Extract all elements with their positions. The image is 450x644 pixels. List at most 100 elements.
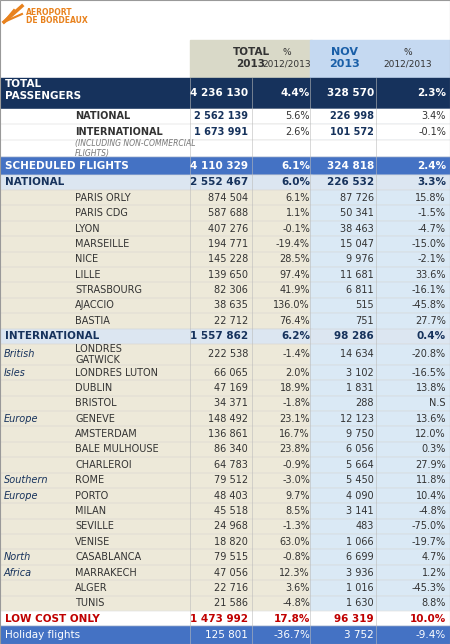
Text: 12 123: 12 123 [340,413,374,424]
Text: -0.8%: -0.8% [282,552,310,562]
Text: %
2012/2013: % 2012/2013 [263,48,311,68]
Text: NOV
2013: NOV 2013 [328,47,360,69]
Text: 48 403: 48 403 [214,491,248,500]
Text: 148 492: 148 492 [208,413,248,424]
Text: BRISTOL: BRISTOL [75,398,117,408]
Text: 86 340: 86 340 [214,444,248,455]
Text: -4.8%: -4.8% [282,598,310,609]
Text: 1.1%: 1.1% [286,208,310,218]
Text: PARIS ORLY: PARIS ORLY [75,193,130,203]
Text: -4.8%: -4.8% [418,506,446,516]
Text: 28.5%: 28.5% [279,254,310,264]
Text: 12.3%: 12.3% [279,567,310,578]
Text: 3.3%: 3.3% [417,177,446,187]
Bar [190,124,312,140]
Text: 288: 288 [356,398,374,408]
Text: MARSEILLE: MARSEILLE [75,239,129,249]
Text: -19.4%: -19.4% [276,239,310,249]
Bar [0,611,450,627]
Text: 0.3%: 0.3% [422,444,446,455]
Bar [0,0,450,40]
Text: 194 771: 194 771 [208,239,248,249]
Text: 9 976: 9 976 [346,254,374,264]
Bar [310,411,450,426]
Text: 226 532: 226 532 [327,177,374,187]
Text: Southern: Southern [4,475,49,485]
Bar [310,140,450,157]
Text: -75.0%: -75.0% [412,522,446,531]
Text: AEROPORT: AEROPORT [26,8,72,17]
Bar [0,395,450,411]
Text: 11 681: 11 681 [340,270,374,279]
Text: 66 065: 66 065 [214,368,248,377]
Text: 6.1%: 6.1% [286,193,310,203]
Bar [310,328,450,344]
Text: Europe: Europe [4,413,39,424]
Text: 34 371: 34 371 [214,398,248,408]
Text: DUBLIN: DUBLIN [75,383,112,393]
Text: 15 047: 15 047 [340,239,374,249]
Text: NATIONAL: NATIONAL [5,177,64,187]
Bar [310,221,450,236]
Bar [0,488,450,504]
Bar [0,298,450,313]
Bar [310,365,450,380]
Bar [0,328,450,344]
Text: 2.0%: 2.0% [285,368,310,377]
Text: 18.9%: 18.9% [279,383,310,393]
Text: 145 228: 145 228 [208,254,248,264]
Bar [310,236,450,252]
Text: 23.8%: 23.8% [279,444,310,455]
Text: 45 518: 45 518 [214,506,248,516]
Text: 4 110 329: 4 110 329 [190,161,248,171]
Bar [310,488,450,504]
Text: 1 557 862: 1 557 862 [190,331,248,341]
Bar [310,534,450,549]
Bar [0,175,450,190]
Bar [310,124,450,140]
Text: SEVILLE: SEVILLE [75,522,114,531]
Text: -19.7%: -19.7% [412,537,446,547]
Text: 15.8%: 15.8% [415,193,446,203]
Bar [310,344,450,365]
Bar [190,40,312,78]
Text: 38 635: 38 635 [214,301,248,310]
Text: -45.3%: -45.3% [412,583,446,593]
Bar [310,267,450,283]
Text: 4.7%: 4.7% [422,552,446,562]
Text: SCHEDULED FLIGHTS: SCHEDULED FLIGHTS [5,161,129,171]
Text: 3.4%: 3.4% [422,111,446,122]
Text: -2.1%: -2.1% [418,254,446,264]
Text: 6.0%: 6.0% [281,177,310,187]
Text: 1 630: 1 630 [346,598,374,609]
Text: 79 515: 79 515 [214,552,248,562]
Text: 6.1%: 6.1% [281,161,310,171]
Bar [0,283,450,298]
Text: -0.1%: -0.1% [418,127,446,137]
Text: 6.2%: 6.2% [281,331,310,341]
Text: BALE MULHOUSE: BALE MULHOUSE [75,444,158,455]
Text: NATIONAL: NATIONAL [75,111,130,122]
Bar [0,534,450,549]
Text: -3.0%: -3.0% [282,475,310,485]
Bar [310,473,450,488]
Text: ALGER: ALGER [75,583,108,593]
Text: 6 699: 6 699 [346,552,374,562]
Bar [0,252,450,267]
Bar [310,313,450,328]
Text: 47 056: 47 056 [214,567,248,578]
Text: BASTIA: BASTIA [75,316,110,326]
Text: TUNIS: TUNIS [75,598,104,609]
Text: 1 673 991: 1 673 991 [194,127,248,137]
Text: -36.7%: -36.7% [273,630,310,640]
Bar [0,442,450,457]
Bar [0,627,450,644]
Text: 2.6%: 2.6% [285,127,310,137]
Text: INTERNATIONAL: INTERNATIONAL [75,127,163,137]
Text: 222 538: 222 538 [207,350,248,359]
Bar [310,580,450,596]
Text: 96 319: 96 319 [334,614,374,624]
Bar [0,426,450,442]
Text: 6 056: 6 056 [346,444,374,455]
Text: -16.5%: -16.5% [412,368,446,377]
